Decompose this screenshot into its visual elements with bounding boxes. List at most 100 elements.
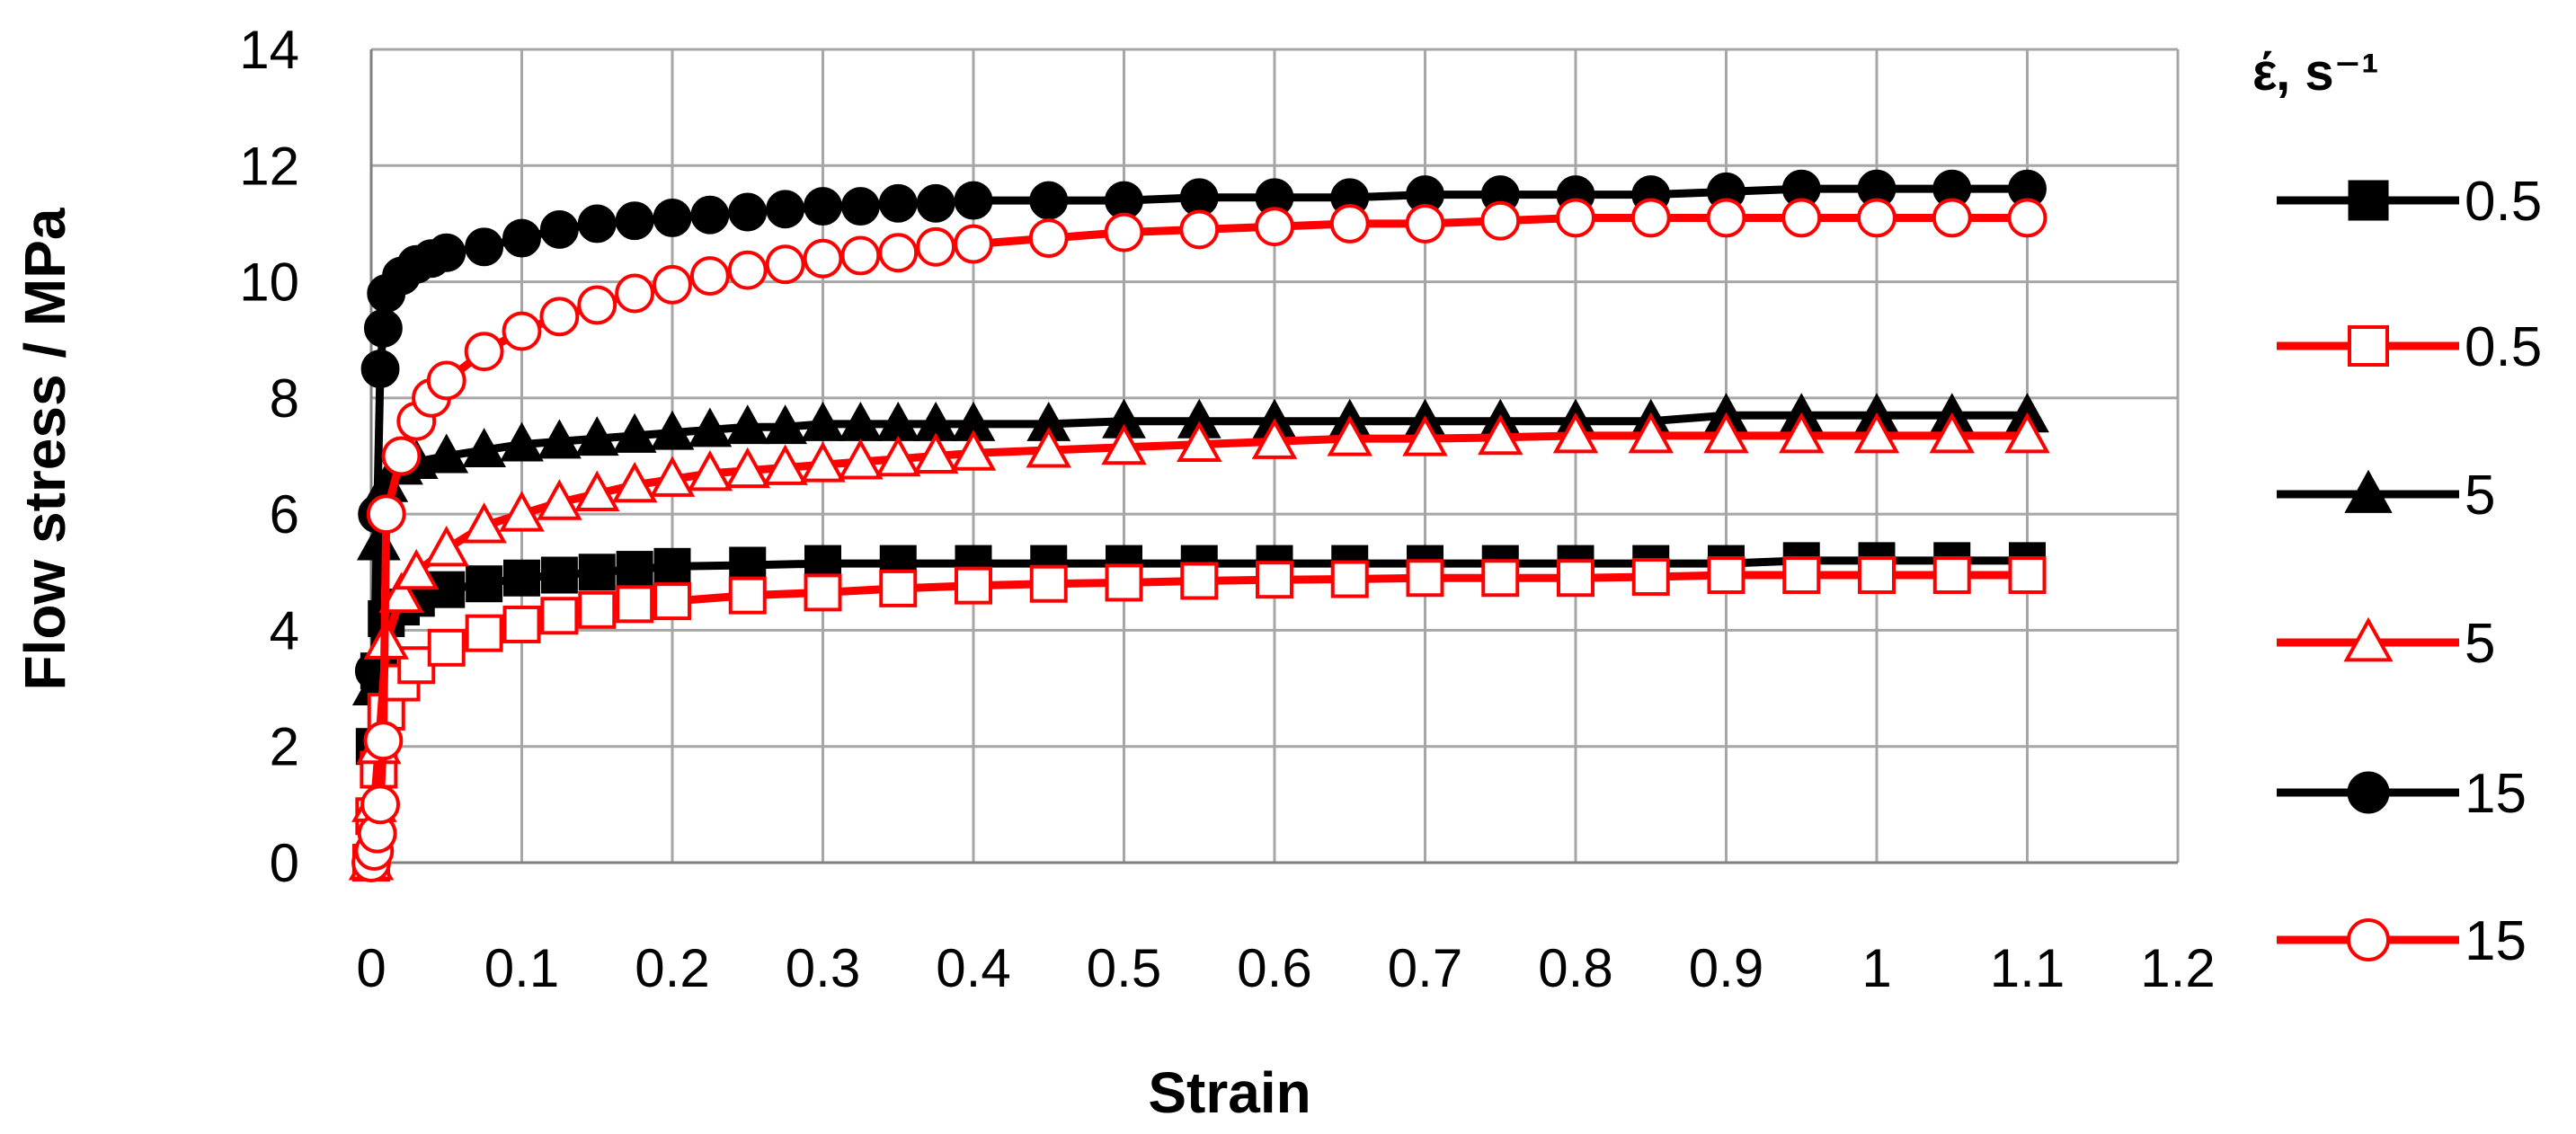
legend-item-4: 5 (2277, 613, 2495, 675)
data-point (950, 430, 997, 471)
y-tick-label: 10 (239, 252, 299, 313)
x-tick-label: 0.5 (1087, 938, 1161, 998)
data-point (1026, 427, 1071, 468)
data-point (1480, 200, 1521, 241)
data-point (499, 491, 545, 532)
data-point (1932, 198, 1972, 238)
data-point (916, 226, 956, 267)
data-point (653, 199, 692, 237)
data-point (1029, 564, 1068, 603)
legend-marker (2346, 917, 2391, 962)
data-point (2008, 556, 2047, 595)
data-point (1179, 209, 1220, 250)
legend-item-3: 5 (2277, 465, 2495, 527)
data-point (363, 721, 404, 761)
legend-title: έ, s⁻¹ (2252, 43, 2379, 102)
data-point (574, 416, 619, 456)
data-point (650, 410, 695, 450)
data-point (578, 554, 616, 591)
data-point (954, 181, 993, 220)
data-point (1478, 413, 1523, 456)
data-point (465, 227, 504, 267)
legend-marker (2344, 469, 2393, 513)
data-point (727, 250, 768, 290)
y-tick-label: 4 (270, 600, 299, 660)
series-circle-open-15 (351, 198, 2047, 882)
x-tick-label: 1.2 (2140, 938, 2215, 998)
legend-item-6: 15 (2277, 910, 2527, 972)
data-point (689, 256, 730, 297)
data-point (394, 548, 440, 590)
data-point (766, 190, 805, 229)
legend-marker (2343, 616, 2394, 662)
x-tick-label: 0.6 (1237, 938, 1311, 998)
data-point (840, 187, 880, 226)
y-axis-title: Flow stress / MPa (13, 208, 77, 690)
y-tick-label: 8 (270, 368, 299, 429)
data-point (1028, 218, 1069, 259)
data-point (688, 407, 733, 447)
data-point (423, 525, 469, 567)
data-point (728, 192, 768, 232)
data-point (462, 428, 507, 468)
tick-labels: 0 0.1 0.2 0.3 0.4 0.5 0.6 0.7 0.8 0.9 1 1.1 1.2 0 2 4 6 8… (239, 20, 2215, 998)
data-point (1256, 561, 1293, 599)
legend-item-1: 0.5 (2277, 171, 2542, 233)
data-point (1251, 418, 1298, 459)
data-point (804, 187, 842, 226)
data-point (878, 183, 918, 223)
x-tick-label: 0.4 (936, 938, 1010, 998)
data-point (653, 582, 691, 621)
data-point (803, 238, 843, 279)
data-point (616, 585, 654, 624)
data-point (724, 447, 770, 489)
data-point (1929, 412, 1975, 454)
x-tick-label: 0.7 (1388, 938, 1462, 998)
legend-item-2: 0.5 (2277, 316, 2542, 378)
series-triangle-open-5 (348, 412, 2050, 881)
legend-label: 0.5 (2465, 171, 2542, 233)
data-point (1706, 198, 1746, 238)
data-point (615, 201, 654, 241)
y-tick-label: 6 (270, 484, 299, 545)
x-tick-label: 0.2 (635, 938, 709, 998)
data-point (540, 556, 578, 594)
legend-marker (2348, 325, 2389, 367)
data-point (1782, 556, 1821, 595)
data-point (878, 233, 919, 273)
data-point (1406, 559, 1444, 598)
data-point (577, 285, 617, 325)
data-point (1556, 198, 1595, 238)
data-point (427, 233, 466, 272)
data-point (653, 547, 691, 585)
data-point (1932, 556, 1971, 595)
data-point (426, 360, 466, 401)
data-point (537, 419, 582, 459)
data-point (502, 218, 541, 258)
data-point (1628, 412, 1674, 454)
data-point (879, 569, 918, 607)
data-point (615, 273, 655, 314)
data-point (461, 502, 507, 544)
data-point (725, 404, 770, 445)
data-point (804, 573, 842, 612)
data-point (378, 571, 424, 614)
data-point (1853, 412, 1900, 454)
data-point (875, 435, 921, 477)
y-tick-label: 14 (239, 20, 299, 80)
data-point (360, 784, 400, 825)
legend-label: 15 (2465, 763, 2527, 825)
data-point (466, 565, 503, 603)
x-tick-label: 1 (1861, 938, 1891, 998)
series-line (367, 214, 2028, 864)
data-point (539, 297, 580, 337)
data-point (649, 456, 696, 497)
legend-label: 0.5 (2465, 316, 2542, 378)
data-point (763, 404, 808, 445)
data-point (616, 551, 653, 589)
y-tick-label: 12 (239, 136, 299, 196)
series-circle-filled-15 (351, 169, 2047, 882)
data-point (954, 224, 993, 264)
data-point (427, 628, 466, 667)
